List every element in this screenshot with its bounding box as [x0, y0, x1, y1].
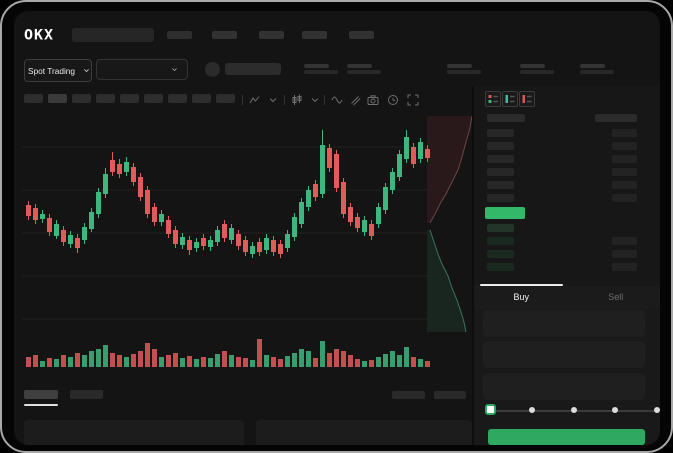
- ticker-stat-label-skeleton: [580, 64, 605, 68]
- buy-submit-button[interactable]: [488, 429, 645, 445]
- toolbar-divider: [284, 95, 285, 105]
- orderbook-header-skeleton: [487, 114, 525, 122]
- bid-price-skeleton[interactable]: [487, 237, 514, 245]
- timeframe-button-skeleton[interactable]: [96, 94, 115, 103]
- nav-item-skeleton[interactable]: [212, 31, 237, 39]
- timeframe-button-skeleton[interactable]: [120, 94, 139, 103]
- fullscreen-icon[interactable]: [406, 93, 419, 106]
- timeframe-button-skeleton[interactable]: [24, 94, 43, 103]
- toolbar-divider: [242, 95, 243, 105]
- ask-amount-skeleton[interactable]: [612, 142, 637, 150]
- bottom-action-skeleton[interactable]: [434, 391, 466, 399]
- book-bids-icon[interactable]: [502, 91, 518, 107]
- wave-line-icon[interactable]: [330, 93, 343, 106]
- ticker-stat-value-skeleton: [580, 70, 614, 74]
- ask-price-skeleton[interactable]: [487, 194, 514, 202]
- tab-sell[interactable]: Sell: [569, 285, 661, 309]
- book-combined-icon[interactable]: [485, 91, 501, 107]
- okx-logo[interactable]: OKX: [24, 26, 55, 44]
- ask-price-skeleton[interactable]: [487, 129, 514, 137]
- bottom-tab-active-skeleton[interactable]: [24, 390, 58, 399]
- active-tab-indicator: [480, 284, 563, 286]
- nav-item-skeleton[interactable]: [302, 31, 327, 39]
- chevron-down-icon: [83, 69, 89, 73]
- sell-tab-label: Sell: [608, 292, 624, 302]
- ticker-stat-value-skeleton: [347, 70, 381, 74]
- price-field-skeleton[interactable]: [483, 310, 645, 337]
- timeframe-button-skeleton[interactable]: [216, 94, 235, 103]
- bottom-tab-underline: [24, 404, 58, 406]
- ticker-stat-label-skeleton: [447, 64, 472, 68]
- pair-selector-dropdown[interactable]: [96, 59, 188, 80]
- search-input-skeleton[interactable]: [72, 28, 154, 42]
- bid-amount-skeleton[interactable]: [612, 263, 637, 271]
- ask-price-skeleton[interactable]: [487, 168, 514, 176]
- coin-avatar: [205, 62, 220, 77]
- ask-price-skeleton[interactable]: [487, 181, 514, 189]
- tab-buy[interactable]: Buy: [474, 284, 569, 309]
- ticker-stat-value-skeleton: [520, 70, 554, 74]
- slider-stop-dot[interactable]: [612, 407, 619, 413]
- amount-field-skeleton[interactable]: [483, 341, 645, 368]
- drawing-tools-icon[interactable]: [348, 93, 361, 106]
- slider-stop-dot[interactable]: [570, 407, 577, 413]
- buy-tab-label: Buy: [513, 292, 529, 302]
- ticker-stat-label-skeleton: [520, 64, 545, 68]
- ask-price-skeleton[interactable]: [487, 155, 514, 163]
- slider-stop-dot[interactable]: [654, 407, 660, 413]
- slider-stop-dot[interactable]: [528, 407, 535, 413]
- ask-amount-skeleton[interactable]: [612, 194, 637, 202]
- ask-price-skeleton[interactable]: [487, 142, 514, 150]
- ask-amount-skeleton[interactable]: [612, 155, 637, 163]
- book-asks-icon[interactable]: [519, 91, 535, 107]
- ticker-stat-label-skeleton: [304, 64, 329, 68]
- timeframe-button-skeleton[interactable]: [144, 94, 163, 103]
- market-type-label: Spot Trading: [28, 65, 76, 76]
- bottom-tab-skeleton[interactable]: [70, 390, 103, 399]
- pair-name-skeleton: [225, 63, 281, 75]
- bid-price-skeleton[interactable]: [487, 250, 514, 258]
- nav-item-skeleton[interactable]: [259, 31, 284, 39]
- timeframe-button-skeleton[interactable]: [72, 94, 91, 103]
- app-window: OKX Spot Trading Buy Sell: [14, 11, 660, 445]
- price-chart-svg[interactable]: [22, 112, 474, 370]
- chevron-down-icon: [172, 68, 177, 72]
- ask-amount-skeleton[interactable]: [612, 181, 637, 189]
- ticker-stat-value-skeleton: [447, 70, 481, 74]
- chevron-down-icon[interactable]: [308, 93, 321, 106]
- bid-price-skeleton[interactable]: [487, 263, 514, 271]
- ask-amount-skeleton[interactable]: [612, 129, 637, 137]
- toolbar-divider: [324, 95, 325, 105]
- chevron-down-icon[interactable]: [266, 93, 279, 106]
- order-history-table-skeleton: [256, 420, 472, 445]
- app-content: OKX Spot Trading Buy Sell: [14, 11, 660, 445]
- open-orders-table-skeleton: [24, 420, 244, 445]
- zigzag-indicator-icon[interactable]: [248, 93, 261, 106]
- nav-item-skeleton[interactable]: [167, 31, 192, 39]
- timeframe-button-skeleton[interactable]: [168, 94, 187, 103]
- orderbook-header-skeleton: [595, 114, 637, 122]
- clock-icon[interactable]: [386, 93, 399, 106]
- total-field-skeleton[interactable]: [483, 373, 645, 400]
- order-side-tabs: Buy Sell: [474, 284, 661, 309]
- bid-price-skeleton[interactable]: [487, 224, 514, 232]
- market-type-dropdown[interactable]: Spot Trading: [24, 59, 92, 82]
- timeframe-button-skeleton[interactable]: [48, 94, 67, 103]
- ticker-stat-value-skeleton: [304, 70, 338, 74]
- nav-item-skeleton[interactable]: [349, 31, 374, 39]
- panel-divider: [472, 86, 474, 445]
- amount-slider-handle[interactable]: [485, 404, 496, 415]
- bid-amount-skeleton[interactable]: [612, 250, 637, 258]
- candle-style-icon[interactable]: [290, 93, 303, 106]
- camera-icon[interactable]: [366, 93, 379, 106]
- last-price-pill[interactable]: [485, 207, 525, 219]
- bid-amount-skeleton[interactable]: [612, 237, 637, 245]
- timeframe-button-skeleton[interactable]: [192, 94, 211, 103]
- ask-amount-skeleton[interactable]: [612, 168, 637, 176]
- ticker-stat-label-skeleton: [347, 64, 372, 68]
- bottom-action-skeleton[interactable]: [392, 391, 425, 399]
